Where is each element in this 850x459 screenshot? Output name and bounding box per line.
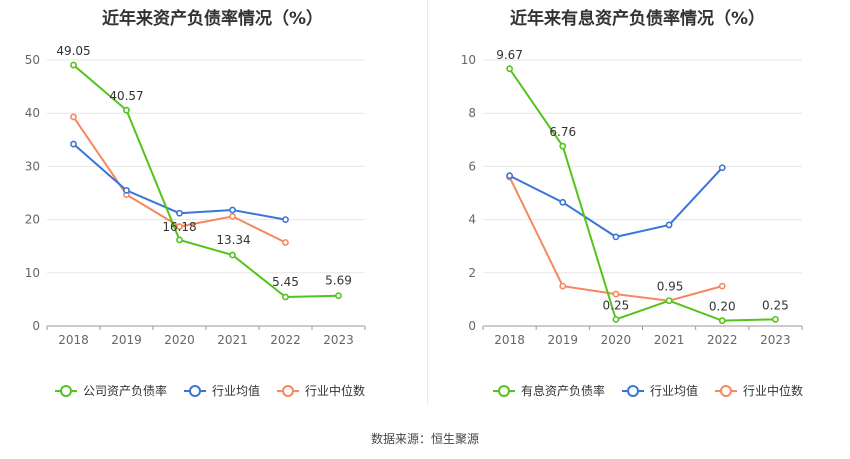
series-point [282, 216, 289, 223]
legend-swatch-marker [60, 385, 72, 397]
legend-item: 行业中位数 [715, 383, 803, 398]
legend-item: 公司资产负债率 [55, 383, 167, 398]
y-tick-label: 0 [32, 319, 40, 333]
series-point [176, 236, 183, 244]
legend-label: 行业中位数 [743, 383, 803, 398]
data-label: 49.05 [56, 44, 90, 58]
legend-label: 有息资产负债率 [521, 383, 605, 398]
series-point [772, 315, 779, 323]
data-label: 16.18 [162, 220, 196, 234]
debt-ratio-chart: 0 10 20 30 40 50 2018 2019 2020 2021 2022 2023 49.05… [25, 44, 366, 398]
legend-item: 行业均值 [622, 383, 698, 398]
legend-swatch-marker [282, 385, 294, 397]
data-label: 0.25 [603, 298, 630, 312]
y-tick-label: 50 [25, 53, 40, 67]
series-line [72, 64, 339, 299]
series-point [718, 282, 726, 290]
data-source-note: 数据来源：恒生聚源 [370, 432, 479, 446]
right-chart-panel: 近年来有息资产负债率情况（%） 0 2 4 6 8 10 2018 2019 2020 2021 2… [425, 0, 850, 410]
x-tick-label: 2023 [323, 333, 354, 347]
data-label: 9.67 [496, 48, 523, 62]
series-point [123, 106, 130, 114]
x-tick-label: 2022 [707, 333, 738, 347]
data-label: 0.20 [709, 300, 736, 314]
y-tick-label: 2 [468, 266, 476, 280]
series-point [70, 61, 77, 69]
y-tick-label: 0 [468, 319, 476, 333]
series-point [176, 223, 183, 230]
y-tick-label: 4 [468, 213, 476, 227]
series-point [70, 113, 77, 121]
x-tick-label: 2020 [601, 333, 632, 347]
series-point [559, 198, 567, 206]
legend-swatch-marker [627, 385, 639, 397]
series-point [559, 142, 567, 150]
series-point [718, 317, 726, 325]
series-point [718, 164, 726, 172]
y-tick-label: 40 [25, 106, 40, 120]
x-tick-label: 2018 [494, 333, 525, 347]
interest-debt-ratio-chart: 0 2 4 6 8 10 2018 2019 2020 2021 2022 2023 9.67 6.76 0… [461, 48, 803, 398]
plot-area: 0 2 4 6 8 10 2018 2019 2020 2021 2022 2023 9.67 6.76 0… [461, 48, 803, 398]
series-point [282, 293, 289, 301]
legend-label: 行业均值 [212, 383, 260, 398]
x-tick-label: 2022 [270, 333, 301, 347]
series-point [176, 209, 183, 217]
x-tick-label: 2020 [164, 333, 195, 347]
plot-area: 0 10 20 30 40 50 2018 2019 2020 2021 2022 2023 49.05… [25, 44, 366, 398]
legend-swatch-marker [720, 385, 732, 397]
data-label: 40.57 [109, 89, 143, 103]
legend-item: 有息资产负债率 [493, 383, 605, 398]
series-point [506, 65, 513, 73]
legend-item: 行业中位数 [277, 383, 365, 398]
y-tick-label: 30 [25, 159, 40, 173]
legend-label: 行业中位数 [305, 383, 365, 398]
series-point [282, 239, 289, 246]
data-label: 0.95 [657, 280, 684, 294]
series-point [665, 221, 673, 229]
x-tick-label: 2021 [654, 333, 685, 347]
x-tick-label: 2019 [547, 333, 578, 347]
series-point [335, 292, 342, 300]
series-point [123, 186, 130, 194]
x-tick-label: 2018 [58, 333, 89, 347]
data-label: 6.76 [549, 125, 576, 139]
legend-swatch-marker [498, 385, 510, 397]
series-line [508, 68, 776, 322]
series-point [506, 172, 513, 180]
data-label: 5.45 [272, 275, 299, 289]
x-tick-label: 2021 [217, 333, 248, 347]
series-point [665, 297, 673, 305]
series-point [612, 233, 620, 241]
legend-label: 公司资产负债率 [83, 383, 167, 398]
chart-title: 近年来资产负债率情况（%） [101, 9, 324, 29]
left-chart-panel: 近年来资产负债率情况（%） 0 10 20 30 40 50 2018 2019 2020 202… [0, 0, 425, 410]
x-tick-label: 2019 [111, 333, 142, 347]
series-line [509, 167, 723, 238]
y-tick-label: 8 [468, 106, 476, 120]
data-label: 0.25 [762, 298, 789, 312]
series-point [559, 282, 567, 290]
x-tick-label: 2023 [760, 333, 791, 347]
series-point [612, 290, 620, 298]
series-point [229, 206, 236, 214]
y-tick-label: 20 [25, 213, 40, 227]
legend-item: 行业均值 [184, 383, 260, 398]
data-label: 5.69 [325, 274, 352, 288]
data-label: 13.34 [216, 233, 250, 247]
legend-swatch-marker [189, 385, 201, 397]
series-line [72, 143, 286, 221]
y-tick-label: 6 [468, 159, 476, 173]
y-tick-label: 10 [461, 53, 476, 67]
series-point [229, 251, 236, 259]
panel-divider [427, 0, 428, 405]
chart-title: 近年来有息资产负债率情况（%） [509, 9, 766, 29]
series-point [229, 213, 236, 220]
legend-label: 行业均值 [650, 383, 698, 398]
series-point [70, 140, 77, 148]
series-point [612, 315, 620, 323]
y-tick-label: 10 [25, 266, 40, 280]
